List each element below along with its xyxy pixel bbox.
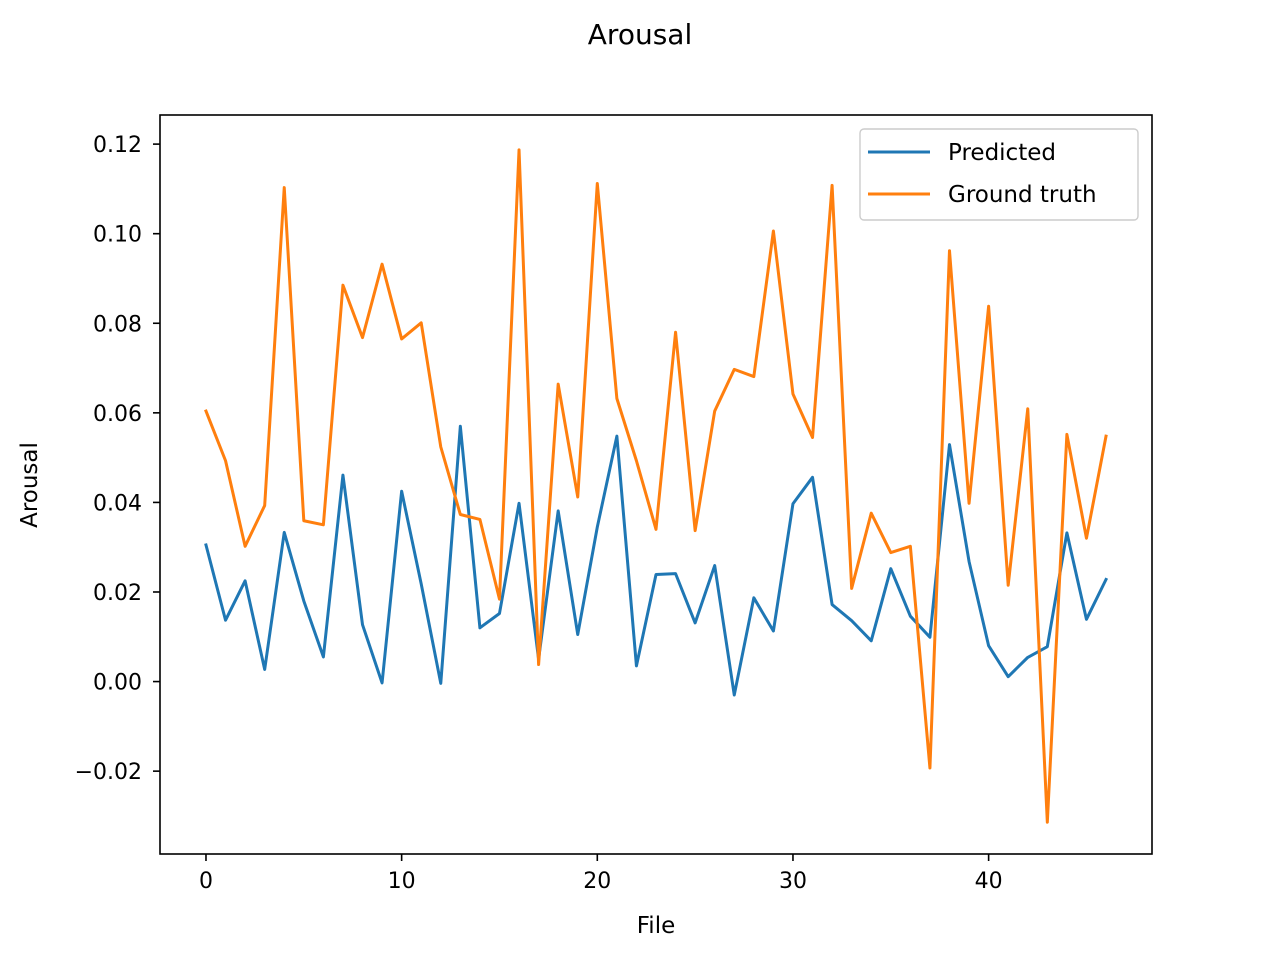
- x-tick-label: 10: [388, 869, 416, 894]
- y-tick-label: 0.00: [93, 671, 142, 696]
- y-tick-label: 0.04: [93, 491, 142, 516]
- chart-title: Arousal: [588, 18, 692, 51]
- plot-area: [204, 148, 1109, 824]
- y-axis-label: Arousal: [17, 442, 43, 528]
- x-tick-label: 40: [975, 869, 1003, 894]
- legend-label-predicted: Predicted: [948, 140, 1056, 166]
- series-line-ground-truth: [204, 148, 1108, 824]
- y-tick-label: 0.12: [93, 133, 142, 158]
- x-tick-label: 0: [199, 869, 213, 894]
- y-tick-label: 0.10: [93, 223, 142, 248]
- y-axis: −0.02 0.00 0.02 0.04 0.06 0.08 0.10 0.12: [75, 133, 160, 785]
- x-axis: 0 10 20 30 40: [199, 854, 1003, 894]
- y-tick-label: 0.08: [93, 312, 142, 337]
- x-tick-label: 30: [779, 869, 807, 894]
- y-tick-label: 0.06: [93, 402, 142, 427]
- plot-frame: [159, 114, 1153, 855]
- y-tick-label: −0.02: [75, 760, 142, 785]
- x-axis-label: File: [637, 913, 676, 939]
- x-tick-label: 20: [583, 869, 611, 894]
- legend-label-ground-truth: Ground truth: [948, 182, 1097, 208]
- y-tick-label: 0.02: [93, 581, 142, 606]
- legend: Predicted Ground truth: [859, 128, 1139, 221]
- series-line-predicted: [204, 424, 1109, 697]
